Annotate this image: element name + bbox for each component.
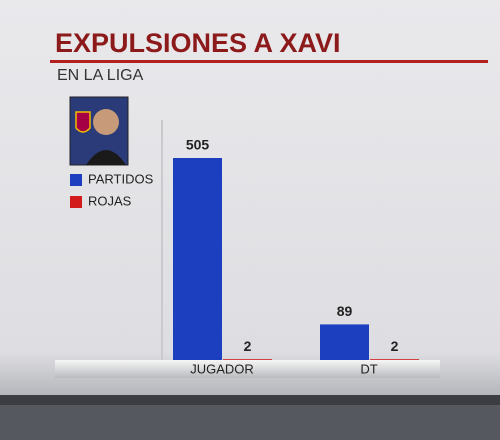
portrait [69, 96, 129, 166]
bar [370, 359, 419, 360]
data-label: 505 [186, 137, 210, 153]
data-label: 2 [391, 338, 399, 354]
bar [320, 324, 369, 360]
bar [223, 359, 272, 360]
x-tick-label: JUGADOR [190, 361, 254, 376]
legend-label: PARTIDOS [88, 171, 154, 186]
data-label: 89 [337, 303, 353, 319]
legend-swatch [70, 174, 82, 186]
base-platform [55, 360, 440, 378]
title-rule [50, 60, 488, 63]
x-tick-label: DT [360, 361, 377, 376]
data-label: 2 [244, 338, 252, 354]
bar [173, 158, 222, 360]
axis-line [161, 120, 163, 360]
chart-title: EXPULSIONES A XAVI [55, 28, 341, 58]
chart-subtitle: EN LA LIGA [57, 67, 144, 84]
floor-edge [0, 395, 500, 405]
legend-swatch [70, 196, 82, 208]
legend-label: ROJAS [88, 193, 132, 208]
